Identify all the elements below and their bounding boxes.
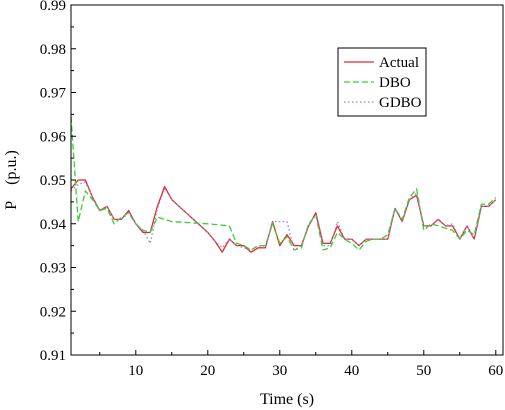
x-tick-label: 60 xyxy=(488,363,503,379)
series-line-dbo xyxy=(70,116,497,251)
y-tick-label: 0.94 xyxy=(40,217,67,233)
legend-label-gdbo: GDBO xyxy=(379,95,422,111)
tick-layer: 10 20 30 40 50 60 0.91 0.92 0.93 0.94 0.95 0.96 0.97… xyxy=(40,0,504,379)
series-layer xyxy=(70,116,497,253)
y-axis-title: P (p.u.) xyxy=(3,150,20,210)
x-tick-label: 40 xyxy=(344,363,359,379)
y-tick-label: 0.99 xyxy=(40,0,66,14)
y-tick-label: 0.96 xyxy=(40,129,67,145)
plot-frame xyxy=(70,4,504,356)
y-tick-label: 0.92 xyxy=(40,304,66,320)
y-tick-label: 0.93 xyxy=(40,261,66,277)
y-tick-label: 0.98 xyxy=(40,42,66,58)
y-tick-label: 0.97 xyxy=(40,86,67,102)
legend-box xyxy=(337,47,427,117)
y-tick-label: 0.95 xyxy=(40,173,66,189)
x-tick-label: 20 xyxy=(200,363,215,379)
legend: Actual DBO GDBO xyxy=(337,47,427,117)
x-tick-label: 10 xyxy=(128,363,143,379)
series-line-gdbo xyxy=(70,181,497,251)
y-tick-label: 0.91 xyxy=(40,348,66,364)
x-tick-label: 50 xyxy=(416,363,431,379)
legend-label-dbo: DBO xyxy=(379,75,411,91)
legend-label-actual: Actual xyxy=(379,55,419,71)
x-tick-label: 30 xyxy=(272,363,287,379)
series-line-actual xyxy=(70,179,497,253)
legend-items: Actual DBO GDBO xyxy=(344,55,422,111)
x-axis-title: Time (s) xyxy=(260,391,314,408)
